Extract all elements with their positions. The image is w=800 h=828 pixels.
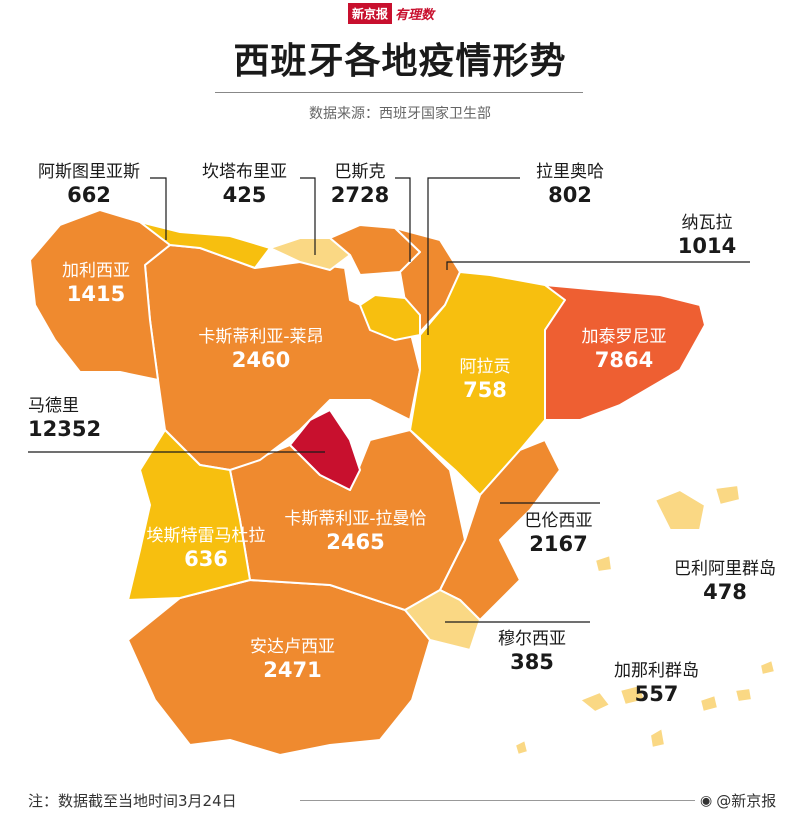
label-galicia: 加利西亚 1415	[46, 261, 146, 306]
navarra-name: 纳瓦拉	[681, 213, 733, 233]
weibo-credit: ◉ @新京报	[700, 790, 776, 811]
region-balearic-minorca	[714, 484, 741, 506]
cantabria-name: 坎塔布里亚	[202, 162, 287, 182]
asturias-value: 662	[67, 182, 111, 207]
label-cantabria: 坎塔布里亚 425	[192, 162, 297, 207]
region-madrid	[289, 409, 361, 491]
canary-name: 加那利群岛	[614, 661, 699, 681]
aragon-name: 阿拉贡	[459, 357, 511, 377]
label-aragon: 阿拉贡 758	[440, 357, 530, 402]
castilla-leon-value: 2460	[231, 347, 291, 372]
region-murcia	[404, 589, 481, 651]
leader-asturias	[150, 177, 167, 240]
region-catalonia	[544, 284, 706, 421]
footer-divider	[300, 800, 695, 801]
region-canary	[514, 659, 776, 756]
region-asturias	[139, 221, 271, 269]
galicia-value: 1415	[66, 281, 126, 306]
label-asturias: 阿斯图里亚斯 662	[28, 162, 150, 207]
basque-value: 2728	[330, 182, 390, 207]
navarra-value: 1014	[677, 233, 737, 258]
catalonia-name: 加泰罗尼亚	[581, 327, 667, 347]
valencia-value: 2167	[529, 531, 588, 556]
andalusia-value: 2471	[263, 657, 322, 682]
leader-navarra	[446, 261, 750, 270]
region-extremadura	[127, 429, 251, 601]
footnote: 注：数据截至当地时间3月24日	[28, 792, 237, 810]
weibo-handle: @新京报	[716, 792, 777, 810]
canary-value: 557	[634, 681, 679, 706]
castilla-mancha-value: 2465	[326, 529, 385, 554]
label-basque: 巴斯克 2728	[328, 162, 392, 207]
catalonia-value: 7864	[594, 347, 654, 372]
label-valencia: 巴伦西亚 2167	[516, 511, 601, 556]
brand-script: 有理数	[395, 7, 435, 23]
region-balearic-ibiza	[594, 554, 613, 573]
leader-rioja	[427, 177, 520, 335]
label-madrid: 马德里 12352	[28, 396, 102, 441]
region-valencia	[439, 439, 561, 621]
basque-name: 巴斯克	[334, 162, 386, 182]
label-balearic: 巴利阿里群岛 478	[665, 559, 785, 604]
region-rioja	[359, 294, 421, 341]
murcia-name: 穆尔西亚	[498, 629, 566, 649]
cantabria-value: 425	[222, 182, 267, 207]
leader-cantabria	[300, 177, 316, 255]
balearic-value: 478	[703, 579, 747, 604]
data-source: 数据来源：西班牙国家卫生部	[309, 106, 491, 122]
label-castilla-leon: 卡斯蒂利亚-莱昂 2460	[186, 327, 336, 372]
label-castilla-mancha: 卡斯蒂利亚-拉曼恰 2465	[268, 509, 443, 554]
weibo-icon: ◉	[700, 792, 713, 809]
label-andalusia: 安达卢西亚 2471	[230, 637, 355, 682]
page-title: 西班牙各地疫情形势	[233, 41, 567, 82]
galicia-name: 加利西亚	[62, 261, 130, 281]
extremadura-value: 636	[184, 546, 228, 571]
rioja-name: 拉里奥哈	[536, 162, 604, 182]
castilla-leon-name: 卡斯蒂利亚-莱昂	[198, 327, 324, 347]
balearic-name: 巴利阿里群岛	[674, 559, 776, 579]
extremadura-name: 埃斯特雷马杜拉	[146, 526, 266, 546]
region-balearic	[654, 489, 706, 531]
andalusia-name: 安达卢西亚	[250, 637, 335, 657]
label-murcia: 穆尔西亚 385	[490, 629, 574, 674]
region-galicia	[29, 209, 171, 381]
murcia-value: 385	[510, 649, 554, 674]
asturias-name: 阿斯图里亚斯	[38, 162, 140, 182]
valencia-name: 巴伦西亚	[524, 511, 593, 531]
label-navarra: 纳瓦拉 1014	[672, 213, 742, 258]
label-rioja: 拉里奥哈 802	[526, 162, 614, 207]
rioja-value: 802	[548, 182, 592, 207]
aragon-value: 758	[463, 377, 507, 402]
leader-basque	[395, 177, 411, 262]
label-canary: 加那利群岛 557	[604, 661, 709, 706]
castilla-mancha-name: 卡斯蒂利亚-拉曼恰	[284, 509, 427, 529]
title-divider	[215, 92, 583, 93]
brand-tag: 新京报	[348, 2, 393, 24]
label-catalonia: 加泰罗尼亚 7864	[570, 327, 678, 372]
madrid-value: 12352	[28, 416, 102, 441]
madrid-name: 马德里	[28, 396, 79, 416]
label-extremadura: 埃斯特雷马杜拉 636	[133, 526, 279, 571]
brand-logo: 新京报 有理数	[348, 2, 435, 24]
